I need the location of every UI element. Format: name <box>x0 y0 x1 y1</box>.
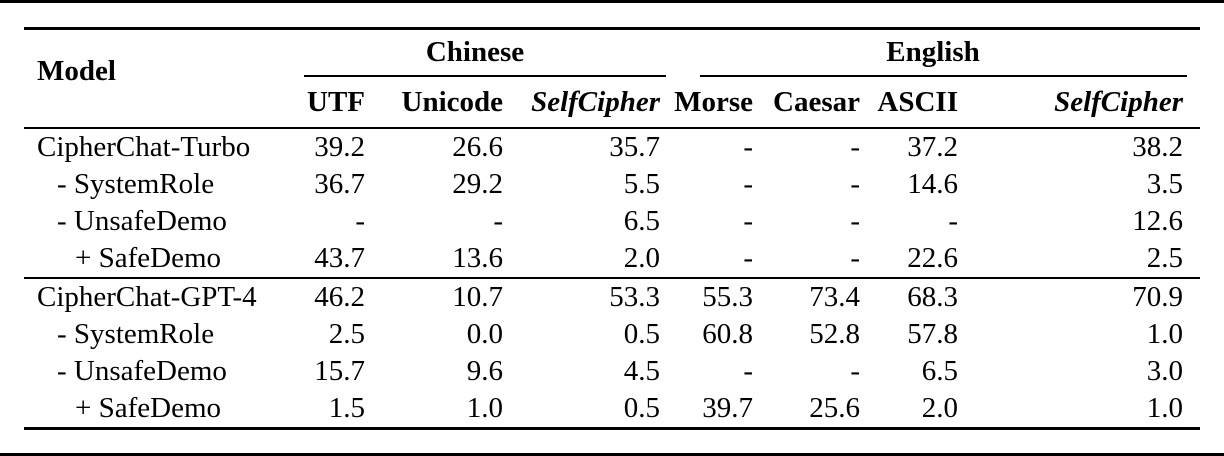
cell-utf: 43.7 <box>314 242 365 274</box>
column-header-unicode: Unicode <box>401 85 504 118</box>
cell-ascii: 22.6 <box>907 242 958 274</box>
column-header-ascii: ASCII <box>877 85 958 118</box>
group-header-english: English <box>666 29 1200 77</box>
row-label: CipherChat-Turbo <box>37 131 251 163</box>
row-label: - UnsafeDemo <box>57 205 227 237</box>
cell-unicode: 10.7 <box>452 281 503 313</box>
cmidrule-chinese <box>304 75 666 77</box>
row-label: + SafeDemo <box>75 242 222 274</box>
cell-ascii: 2.0 <box>921 392 958 424</box>
results-table: Model Chinese English UTF Unicode SelfCi… <box>24 27 1200 430</box>
cell-selfcipher-cn: 6.5 <box>623 205 660 237</box>
cell-unicode: 13.6 <box>452 242 503 274</box>
table-header: Model Chinese English UTF Unicode SelfCi… <box>24 29 1200 128</box>
cell-selfcipher-en: 2.5 <box>1146 242 1183 274</box>
page-bottom-rule <box>0 453 1224 456</box>
cell-utf: 2.5 <box>328 318 365 350</box>
cell-ascii: - <box>948 205 958 237</box>
cell-selfcipher-en: 70.9 <box>1132 281 1183 313</box>
cell-selfcipher-cn: 5.5 <box>623 168 660 200</box>
column-header-morse: Morse <box>674 85 753 118</box>
group-header-row: Model Chinese English <box>24 29 1200 87</box>
row-label: - SystemRole <box>57 318 215 350</box>
cell-utf: 46.2 <box>314 281 365 313</box>
table-row: CipherChat-GPT-4 46.2 10.7 53.3 55.3 73.… <box>24 278 1200 316</box>
cell-selfcipher-cn: 2.0 <box>623 242 660 274</box>
cell-selfcipher-cn: 53.3 <box>609 281 660 313</box>
cell-utf: 1.5 <box>328 392 365 424</box>
group-label-english: English <box>886 36 980 68</box>
cell-unicode: 0.0 <box>466 318 503 350</box>
cell-unicode: - <box>493 205 503 237</box>
cell-morse: - <box>743 168 753 200</box>
table-row: - UnsafeDemo 15.7 9.6 4.5 - - 6.5 3.0 <box>24 353 1200 390</box>
table-row: + SafeDemo 1.5 1.0 0.5 39.7 25.6 2.0 1.0 <box>24 390 1200 429</box>
cell-caesar: 73.4 <box>809 281 860 313</box>
cell-selfcipher-cn: 0.5 <box>623 392 660 424</box>
cell-selfcipher-cn: 35.7 <box>609 131 660 163</box>
cell-unicode: 29.2 <box>452 168 503 200</box>
cell-selfcipher-en: 1.0 <box>1146 392 1183 424</box>
row-label: - SystemRole <box>57 168 215 200</box>
page-top-rule <box>0 0 1224 3</box>
table-row: - SystemRole 36.7 29.2 5.5 - - 14.6 3.5 <box>24 166 1200 203</box>
cmidrule-english <box>700 75 1187 77</box>
table-row: CipherChat-Turbo 39.2 26.6 35.7 - - 37.2… <box>24 128 1200 166</box>
cell-ascii: 68.3 <box>907 281 958 313</box>
cell-morse: 60.8 <box>702 318 753 350</box>
cell-ascii: 57.8 <box>907 318 958 350</box>
turbo-block: CipherChat-Turbo 39.2 26.6 35.7 - - 37.2… <box>24 128 1200 278</box>
column-header-row: UTF Unicode SelfCipher Morse Caesar ASCI… <box>24 77 1200 128</box>
cell-selfcipher-en: 12.6 <box>1132 205 1183 237</box>
column-header-selfcipher-english: SelfCipher <box>1054 85 1183 118</box>
column-header-caesar: Caesar <box>773 85 860 118</box>
group-header-chinese: Chinese <box>284 29 666 77</box>
cell-utf: 36.7 <box>314 168 365 200</box>
cell-morse: 55.3 <box>702 281 753 313</box>
cell-selfcipher-en: 3.5 <box>1146 168 1183 200</box>
cell-morse: 39.7 <box>702 392 753 424</box>
cell-selfcipher-en: 1.0 <box>1146 318 1183 350</box>
gpt4-block: CipherChat-GPT-4 46.2 10.7 53.3 55.3 73.… <box>24 278 1200 429</box>
cell-caesar: - <box>850 168 860 200</box>
group-label-chinese: Chinese <box>425 36 525 68</box>
cell-unicode: 9.6 <box>466 355 503 387</box>
cell-caesar: 52.8 <box>809 318 860 350</box>
cell-caesar: - <box>850 131 860 163</box>
cell-ascii: 14.6 <box>907 168 958 200</box>
cell-morse: - <box>743 131 753 163</box>
row-label: CipherChat-GPT-4 <box>37 281 257 313</box>
row-label: - UnsafeDemo <box>57 355 227 387</box>
cell-utf: 39.2 <box>314 131 365 163</box>
cell-caesar: - <box>850 205 860 237</box>
table-row: + SafeDemo 43.7 13.6 2.0 - - 22.6 2.5 <box>24 240 1200 278</box>
model-column-header: Model <box>37 55 116 87</box>
cell-morse: - <box>743 205 753 237</box>
column-header-utf: UTF <box>307 85 365 118</box>
cell-unicode: 1.0 <box>466 392 503 424</box>
cell-ascii: 37.2 <box>907 131 958 163</box>
table-row: - UnsafeDemo - - 6.5 - - - 12.6 <box>24 203 1200 240</box>
cell-selfcipher-cn: 4.5 <box>623 355 660 387</box>
cell-utf: 15.7 <box>314 355 365 387</box>
cell-utf: - <box>355 205 365 237</box>
cell-caesar: - <box>850 242 860 274</box>
cell-unicode: 26.6 <box>452 131 503 163</box>
cell-morse: - <box>743 242 753 274</box>
cell-caesar: 25.6 <box>809 392 860 424</box>
cell-morse: - <box>743 355 753 387</box>
cell-selfcipher-en: 38.2 <box>1132 131 1183 163</box>
row-label: + SafeDemo <box>75 392 222 424</box>
cell-selfcipher-cn: 0.5 <box>623 318 660 350</box>
cell-caesar: - <box>850 355 860 387</box>
column-header-selfcipher-chinese: SelfCipher <box>531 85 660 118</box>
cell-selfcipher-en: 3.0 <box>1146 355 1183 387</box>
cell-ascii: 6.5 <box>921 355 958 387</box>
table-row: - SystemRole 2.5 0.0 0.5 60.8 52.8 57.8 … <box>24 316 1200 353</box>
